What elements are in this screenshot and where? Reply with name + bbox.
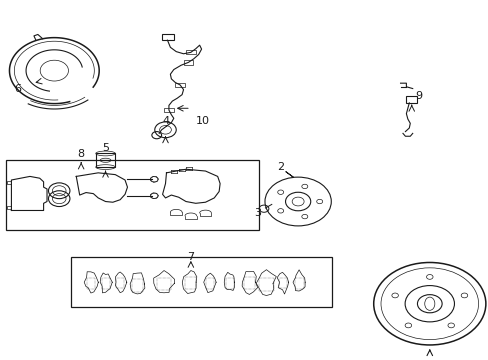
Text: 6: 6: [14, 84, 21, 94]
Text: 2: 2: [277, 162, 284, 172]
Bar: [244, 277, 254, 289]
Bar: [185, 277, 196, 289]
Bar: [86, 278, 95, 289]
Bar: [175, 83, 184, 87]
Bar: [157, 278, 171, 290]
Text: 7: 7: [187, 252, 194, 262]
Bar: [278, 278, 286, 288]
Bar: [185, 50, 195, 54]
Text: 4: 4: [163, 116, 170, 126]
Bar: [102, 278, 109, 289]
Bar: [131, 279, 142, 292]
Text: 8: 8: [78, 149, 84, 159]
Text: 3: 3: [254, 208, 261, 218]
Bar: [259, 278, 273, 291]
Bar: [96, 153, 115, 167]
Bar: [406, 96, 416, 103]
Bar: [163, 108, 173, 112]
Bar: [71, 257, 331, 307]
Bar: [116, 278, 124, 288]
Bar: [5, 160, 259, 230]
Bar: [206, 278, 214, 289]
Text: 9: 9: [415, 91, 422, 101]
Text: 10: 10: [196, 116, 210, 126]
Bar: [294, 278, 303, 289]
Text: 5: 5: [102, 143, 109, 153]
Bar: [161, 34, 173, 40]
Bar: [225, 278, 233, 289]
Bar: [183, 60, 193, 64]
